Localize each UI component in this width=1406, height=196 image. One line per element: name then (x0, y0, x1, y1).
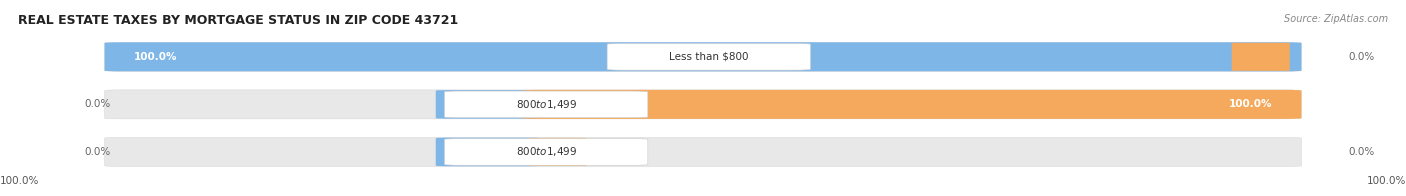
Text: Less than $800: Less than $800 (669, 52, 748, 62)
FancyBboxPatch shape (104, 42, 1302, 71)
Text: 100.0%: 100.0% (134, 52, 177, 62)
FancyBboxPatch shape (444, 139, 648, 165)
FancyBboxPatch shape (436, 138, 540, 166)
Text: 0.0%: 0.0% (1348, 52, 1374, 62)
Text: $800 to $1,499: $800 to $1,499 (516, 145, 576, 158)
FancyBboxPatch shape (607, 44, 810, 70)
Text: 100.0%: 100.0% (0, 176, 39, 186)
Text: $800 to $1,499: $800 to $1,499 (516, 98, 576, 111)
Text: 0.0%: 0.0% (84, 99, 111, 109)
FancyBboxPatch shape (104, 42, 1302, 71)
FancyBboxPatch shape (104, 90, 1302, 119)
Text: REAL ESTATE TAXES BY MORTGAGE STATUS IN ZIP CODE 43721: REAL ESTATE TAXES BY MORTGAGE STATUS IN … (18, 14, 458, 27)
Text: 0.0%: 0.0% (1348, 147, 1374, 157)
FancyBboxPatch shape (104, 137, 1302, 166)
FancyBboxPatch shape (436, 90, 540, 119)
FancyBboxPatch shape (444, 91, 648, 118)
Text: 100.0%: 100.0% (1367, 176, 1406, 186)
FancyBboxPatch shape (1232, 43, 1289, 71)
FancyBboxPatch shape (529, 138, 586, 166)
Text: Source: ZipAtlas.com: Source: ZipAtlas.com (1284, 14, 1388, 24)
FancyBboxPatch shape (523, 90, 1302, 119)
Text: 0.0%: 0.0% (84, 147, 111, 157)
Text: 100.0%: 100.0% (1229, 99, 1272, 109)
